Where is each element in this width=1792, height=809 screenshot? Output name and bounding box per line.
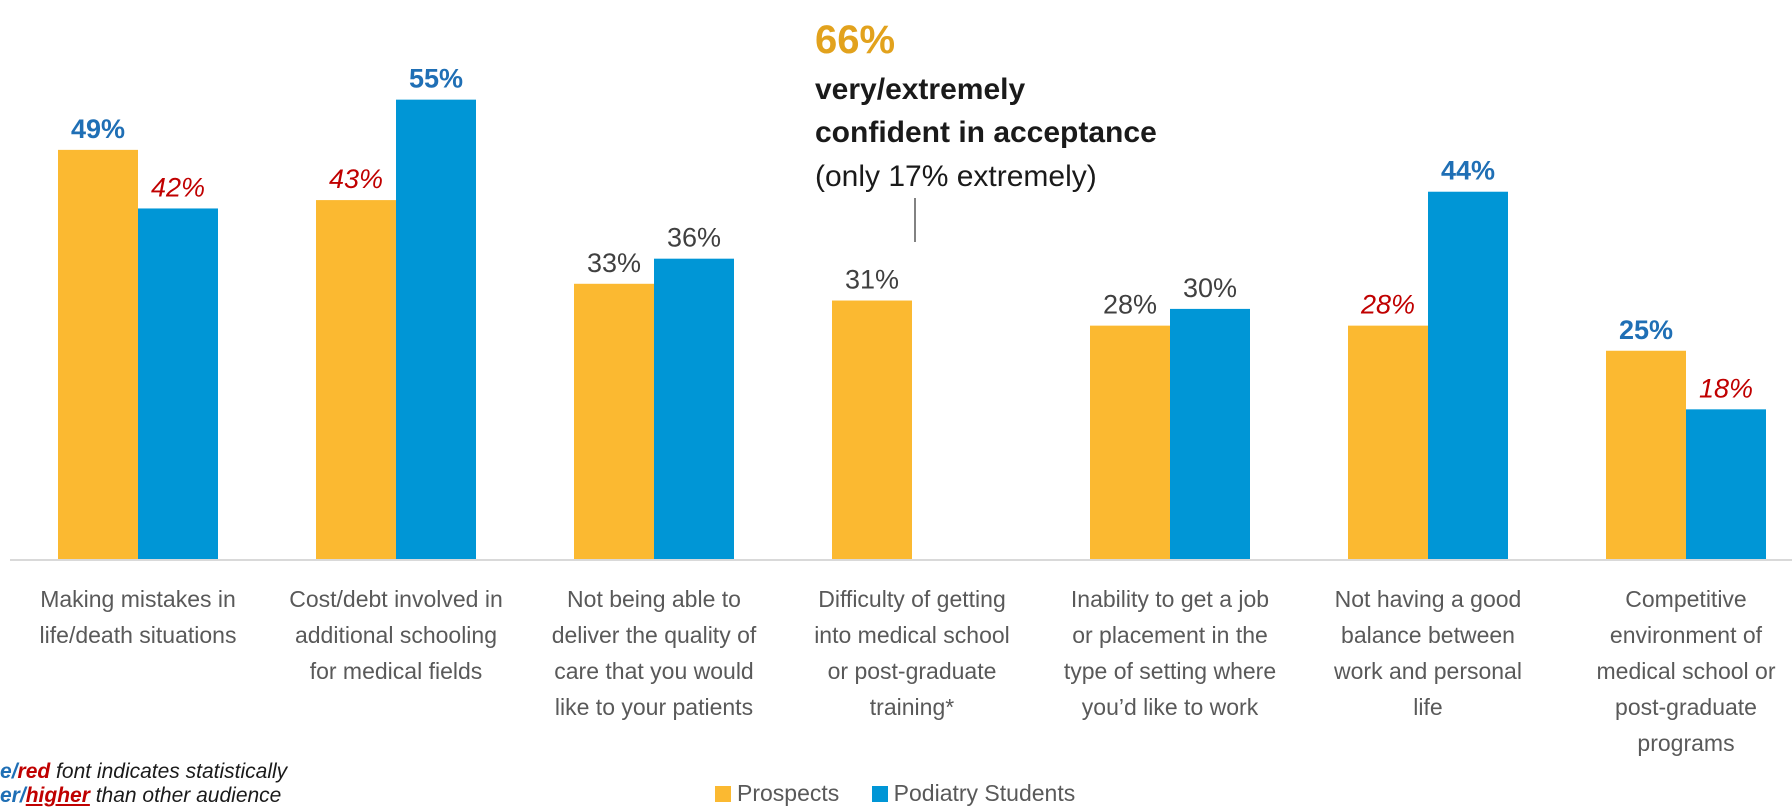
category-label-5-line-4: you’d like to work [1082,694,1259,720]
category-label-6-line-2: balance between [1341,622,1515,648]
category-label-3-line-1: Not being able to [567,586,741,612]
category-label-3-line-3: care that you would [554,658,753,684]
bar-prospects-2 [316,200,396,560]
bar-prospects-5 [1090,325,1170,560]
bar-students-6 [1428,191,1508,560]
category-label-6-line-3: work and personal [1333,658,1522,684]
category-label-2-line-1: Cost/debt involved in [289,586,503,612]
annotation-line-3: (only 17% extremely) [815,160,1097,193]
value-label-prospects-1: 49% [71,114,125,144]
value-label-students-1: 42% [151,172,205,202]
category-label-4-line-1: Difficulty of getting [818,586,1006,612]
legend-item-students: Podiatry Students [871,780,1076,807]
value-label-prospects-2: 43% [329,164,383,194]
category-label-5-line-1: Inability to get a job [1071,586,1269,612]
footnote-line2-rest: than other audience [89,784,282,807]
bar-students-3 [654,258,734,560]
category-label-6-line-1: Not having a good [1335,586,1522,612]
category-label-4-line-3: or post-graduate [828,658,997,684]
category-label-2-line-3: for medical fields [310,658,483,684]
value-label-prospects-7: 25% [1619,315,1673,345]
value-label-prospects-6: 28% [1360,290,1415,320]
category-label-7-line-1: Competitive [1625,586,1746,612]
footnote-line2-blue: er [0,784,20,807]
bar-prospects-7 [1606,350,1686,560]
category-label-1-line-1: Making mistakes in [40,586,236,612]
legend-swatch-prospects [715,786,731,802]
bar-students-1 [138,208,218,560]
footnote-slash: / [11,760,18,783]
category-label-3-line-4: like to your patients [555,694,753,720]
annotation-percent: 66% [815,18,896,62]
annotation-line-1: very/extremely [815,73,1026,106]
annotation-line-2: confident in acceptance [815,116,1157,149]
bar-prospects-1 [58,149,138,560]
value-label-prospects-3: 33% [587,248,641,278]
category-label-7-line-3: medical school or [1597,658,1776,684]
bar-students-5 [1170,308,1250,560]
bar-prospects-4 [832,300,912,560]
value-label-prospects-5: 28% [1103,290,1157,320]
value-label-students-6: 44% [1441,156,1495,186]
category-label-2-line-2: additional schooling [295,622,497,648]
value-label-students-7: 18% [1699,373,1753,403]
bar-students-7 [1686,409,1766,560]
legend: Prospects Podiatry Students [715,780,1101,807]
bars-group [58,99,1766,561]
category-label-4-line-4: training* [870,694,954,720]
category-label-7-line-4: post-graduate [1615,694,1757,720]
category-label-6-line-4: life [1413,694,1442,720]
bar-students-2 [396,99,476,561]
category-label-5-line-3: type of setting where [1064,658,1276,684]
legend-item-prospects: Prospects [715,780,839,807]
category-label-1-line-2: life/death situations [40,622,237,648]
footnote-line1-rest: font indicates statistically [50,760,288,783]
value-label-prospects-4: 31% [845,265,899,295]
legend-swatch-students [871,786,888,802]
legend-label-students: Podiatry Students [893,780,1076,806]
category-label-7-line-2: environment of [1610,622,1763,648]
value-label-students-2: 55% [409,64,463,94]
legend-label-prospects: Prospects [737,780,840,806]
value-labels-group: 49% 42% 43% 55% 33% 36% 31% 28% 30% 28% 44% 25% 18% [71,64,1753,404]
footnote-red-word: red [17,760,51,783]
footnote-blue-word: e [0,760,12,783]
category-labels-group: Making mistakes in life/death situations C… [40,586,1776,756]
value-label-students-3: 36% [667,223,721,253]
footnote-line-2: er/higher than other audience [0,784,282,807]
category-label-4-line-2: into medical school [814,622,1010,648]
bar-prospects-6 [1348,325,1428,560]
footnote-line2-red: higher [25,784,90,807]
category-label-3-line-2: deliver the quality of [552,622,757,648]
value-label-students-5: 30% [1183,273,1237,303]
category-label-5-line-2: or placement in the [1072,622,1268,648]
footnote: e/red font indicates statistically er/hi… [0,760,287,808]
footnote-line-1: e/red font indicates statistically [0,760,287,784]
bar-prospects-3 [574,283,654,560]
category-label-7-line-5: programs [1637,730,1734,756]
